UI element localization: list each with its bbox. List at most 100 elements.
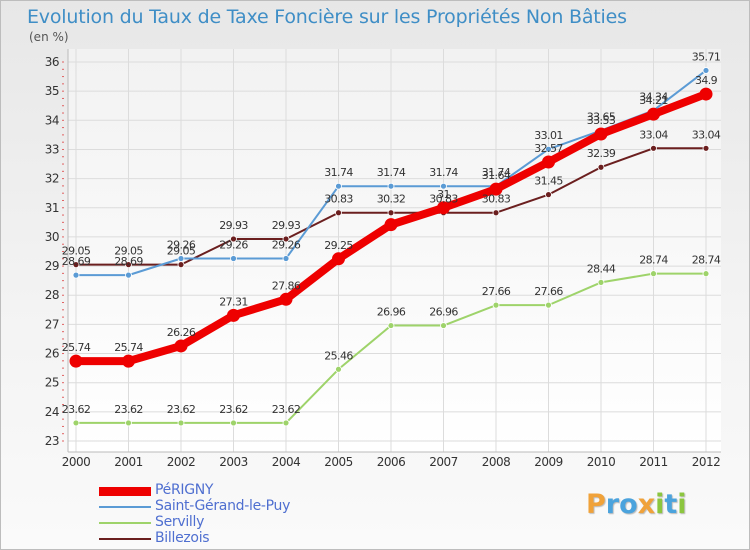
data-point-servilly	[545, 301, 552, 309]
data-point-saint-g-rand-le-puy	[230, 255, 237, 262]
data-label-saint-g-rand-le-puy: 31.74	[324, 166, 353, 179]
data-label-servilly: 27.66	[482, 285, 511, 298]
data-label-billezois: 29.05	[114, 245, 143, 258]
x-tick-label: 2000	[62, 455, 91, 469]
legend-label-billezois: Billezois	[155, 530, 210, 546]
data-point-servilly	[597, 279, 605, 286]
gridlines	[68, 49, 721, 452]
logo-letter: i	[677, 489, 687, 520]
data-point-p-rigny	[279, 292, 293, 306]
y-tick-label: 33	[45, 142, 59, 156]
data-label-servilly: 26.96	[377, 306, 406, 319]
data-point-servilly	[125, 419, 132, 427]
y-axis-unit: (en %)	[29, 30, 69, 44]
data-label-servilly: 23.62	[272, 403, 301, 416]
data-label-p-rigny: 26.26	[167, 326, 196, 339]
data-point-saint-g-rand-le-puy	[335, 182, 342, 190]
data-label-p-rigny: 34.21	[639, 94, 668, 107]
y-tick-label: 32	[45, 172, 59, 186]
data-point-servilly	[282, 419, 290, 427]
chart-title: Evolution du Taux de Taxe Foncière sur l…	[27, 6, 627, 28]
x-tick-label: 2001	[114, 455, 143, 469]
legend-swatch-billezois	[99, 538, 151, 540]
data-point-billezois	[597, 163, 605, 171]
data-label-saint-g-rand-le-puy: 28.69	[114, 255, 143, 268]
data-label-p-rigny: 31.64	[482, 169, 511, 182]
data-label-saint-g-rand-le-puy: 29.26	[272, 238, 301, 251]
legend-swatch-saint-gerand	[99, 506, 151, 508]
data-label-servilly: 27.66	[534, 285, 563, 298]
data-label-billezois: 33.04	[692, 128, 721, 141]
proxiti-logo: Proxiti	[586, 489, 687, 520]
data-point-billezois	[282, 235, 290, 243]
data-label-billezois: 30.83	[482, 193, 511, 206]
logo-letter: t	[664, 489, 678, 520]
data-label-p-rigny: 25.74	[114, 341, 143, 354]
data-label-saint-g-rand-le-puy: 31.74	[429, 166, 458, 179]
data-point-saint-g-rand-le-puy	[387, 182, 395, 190]
data-point-saint-g-rand-le-puy	[177, 255, 185, 262]
data-label-servilly: 26.96	[429, 306, 458, 319]
data-point-billezois	[650, 144, 657, 152]
data-label-servilly: 23.62	[219, 403, 248, 416]
data-point-servilly	[440, 322, 447, 329]
data-point-servilly	[335, 365, 342, 373]
data-point-p-rigny	[384, 218, 398, 232]
legend-label-servilly: Servilly	[155, 514, 205, 530]
legend-swatch-perigny	[99, 487, 151, 496]
data-label-billezois: 29.93	[272, 219, 301, 232]
data-point-p-rigny	[699, 87, 713, 101]
data-point-saint-g-rand-le-puy	[702, 67, 710, 74]
data-point-billezois	[545, 191, 552, 199]
x-tick-label: 2007	[429, 455, 458, 469]
logo-letter: i	[655, 489, 665, 520]
data-point-billezois	[492, 209, 500, 217]
x-tick-label: 2003	[219, 455, 248, 469]
data-label-billezois: 30.83	[429, 193, 458, 206]
data-label-billezois: 29.05	[167, 245, 196, 258]
plot-area	[68, 49, 721, 452]
data-point-p-rigny	[542, 155, 555, 169]
data-label-servilly: 28.74	[692, 254, 721, 267]
data-point-billezois	[125, 261, 132, 269]
logo-letter: x	[637, 489, 656, 520]
data-point-p-rigny	[69, 354, 83, 368]
x-tick-label: 2012	[692, 455, 721, 469]
x-tick-label: 2002	[167, 455, 196, 469]
logo-letter: P	[586, 489, 606, 520]
data-label-p-rigny: 33.53	[587, 114, 616, 127]
y-tick-label: 34	[45, 113, 59, 127]
data-point-servilly	[177, 419, 185, 427]
data-label-billezois: 29.93	[219, 219, 248, 232]
data-label-billezois: 33.04	[639, 128, 668, 141]
data-point-p-rigny	[489, 182, 503, 196]
data-label-p-rigny: 34.9	[695, 74, 718, 87]
data-label-saint-g-rand-le-puy: 35.71	[692, 50, 721, 63]
data-point-p-rigny	[122, 354, 135, 368]
data-label-p-rigny: 27.31	[219, 295, 248, 308]
data-label-p-rigny: 31	[437, 188, 450, 201]
data-point-servilly	[650, 270, 657, 278]
data-point-p-rigny	[174, 339, 188, 353]
y-tick-label: 25	[45, 376, 59, 390]
logo-letter: o	[619, 489, 638, 520]
data-label-saint-g-rand-le-puy: 28.69	[62, 255, 91, 268]
y-tick-label: 24	[45, 405, 59, 419]
data-point-saint-g-rand-le-puy	[545, 145, 552, 153]
x-tick-label: 2011	[639, 455, 668, 469]
data-label-billezois: 30.32	[377, 193, 406, 206]
data-point-billezois	[702, 144, 710, 152]
data-point-p-rigny	[227, 308, 240, 322]
data-label-saint-g-rand-le-puy: 31.74	[377, 166, 406, 179]
x-tick-label: 2008	[482, 455, 511, 469]
data-labels: 23.62 23.62 23.62 23.62 23.62 25.46 26.96 26.96…	[62, 50, 722, 416]
y-tick-label: 29	[45, 259, 59, 273]
x-tick-label: 2009	[534, 455, 563, 469]
data-point-servilly	[492, 301, 500, 309]
legend-swatch-servilly	[99, 522, 151, 524]
data-point-servilly	[72, 419, 80, 427]
data-label-billezois: 30.83	[324, 193, 353, 206]
data-label-billezois: 31.45	[534, 175, 563, 188]
data-label-servilly: 28.44	[587, 262, 616, 275]
